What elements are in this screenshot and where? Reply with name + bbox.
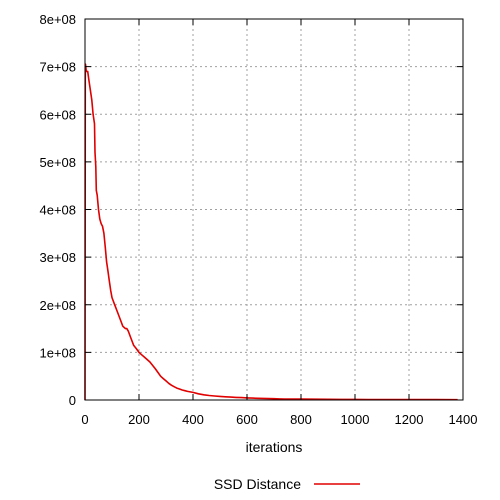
y-tick-label: 5e+08	[39, 155, 76, 170]
x-tick-label: 800	[290, 412, 312, 427]
y-tick-label: 3e+08	[39, 250, 76, 265]
x-tick-label: 600	[236, 412, 258, 427]
x-tick-labels: 0 200 400 600 800 1000 1200 1400	[81, 412, 477, 427]
legend-label: SSD Distance	[214, 476, 301, 492]
y-tick-label: 8e+08	[39, 12, 76, 27]
y-tick-label: 4e+08	[39, 203, 76, 218]
x-tick-label: 1200	[395, 412, 424, 427]
tick-marks	[84, 18, 464, 401]
y-tick-labels: 0 1e+08 2e+08 3e+08 4e+08 5e+08 6e+08 7e+08 8e+0…	[39, 12, 76, 408]
x-tick-label: 1400	[449, 412, 478, 427]
x-tick-label: 200	[128, 412, 150, 427]
y-tick-label: 6e+08	[39, 107, 76, 122]
legend: SSD Distance	[214, 476, 360, 492]
series-line	[84, 63, 458, 401]
x-tick-label: 1000	[341, 412, 370, 427]
y-tick-label: 2e+08	[39, 298, 76, 313]
y-tick-label: 0	[69, 393, 76, 408]
grid	[85, 19, 463, 400]
x-axis-title: iterations	[246, 439, 303, 455]
x-tick-label: 0	[81, 412, 88, 427]
x-tick-label: 400	[182, 412, 204, 427]
y-tick-label: 1e+08	[39, 345, 76, 360]
y-tick-label: 7e+08	[39, 60, 76, 75]
series-layer	[84, 63, 458, 401]
